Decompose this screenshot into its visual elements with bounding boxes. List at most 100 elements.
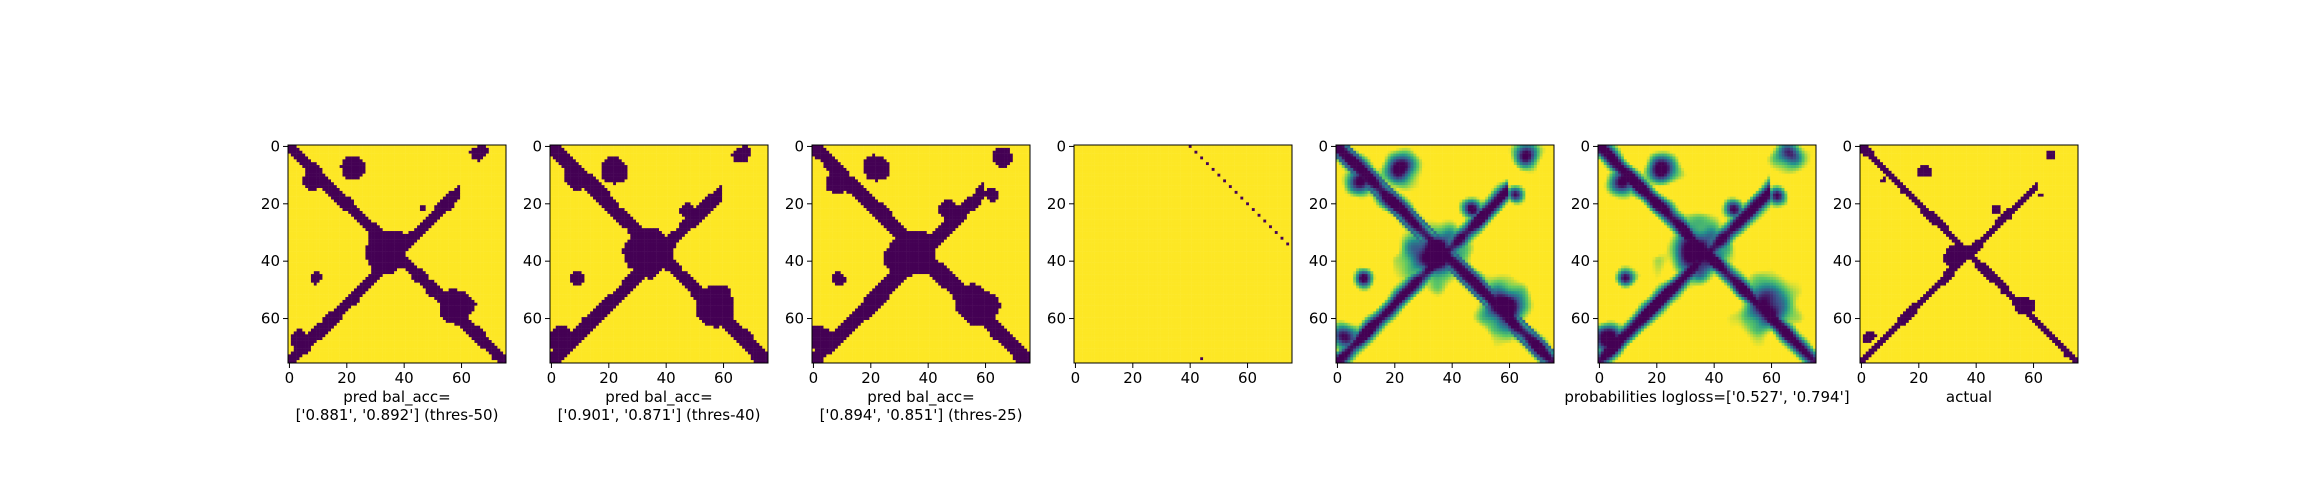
heatmap-cell (333, 213, 338, 217)
heatmap-cell (408, 233, 412, 238)
heatmap-cell (457, 159, 461, 163)
heatmap-cell (405, 245, 409, 249)
heatmap-cell (319, 145, 323, 149)
heatmap-cell (362, 276, 366, 281)
heatmap-cell (316, 325, 320, 329)
heatmap-cell (391, 248, 395, 252)
heatmap-cell (368, 271, 372, 275)
heatmap-cell (325, 325, 329, 329)
heatmap-cell (331, 188, 335, 192)
heatmap-cell (391, 202, 395, 206)
heatmap-cell (491, 216, 495, 220)
heatmap-cell (419, 222, 424, 226)
heatmap-cell (465, 173, 469, 177)
heatmap-cell (331, 288, 335, 292)
heatmap-cell (371, 182, 375, 186)
heatmap-cell (333, 228, 338, 232)
heatmap-cell (442, 282, 447, 286)
heatmap-cell (414, 233, 418, 238)
heatmap-cell (494, 199, 498, 203)
heatmap-cell (397, 317, 401, 321)
heatmap-cell (331, 239, 335, 243)
heatmap-cell (431, 182, 435, 186)
heatmap-cell (417, 190, 421, 195)
heatmap-cell (319, 251, 323, 255)
heatmap-cell (371, 233, 375, 238)
heatmap-cell (371, 188, 375, 192)
heatmap-cell (425, 176, 429, 180)
heatmap-cell (331, 208, 335, 212)
heatmap-cell (371, 213, 375, 217)
heatmap-cell (451, 225, 455, 229)
heatmap-cell (411, 185, 415, 189)
heatmap-cell (445, 297, 449, 301)
heatmap-cell (385, 188, 389, 192)
heatmap-cell (313, 299, 317, 304)
heatmap-cell (325, 314, 329, 318)
heatmap-cell (293, 231, 297, 235)
heatmap-cell (445, 314, 449, 318)
heatmap-cell (336, 196, 340, 200)
heatmap-cell (310, 188, 315, 192)
heatmap-cell (305, 210, 309, 215)
heatmap-cell (339, 145, 343, 149)
heatmap-cell (356, 291, 360, 295)
heatmap-cell (394, 274, 398, 278)
heatmap-cell (465, 317, 469, 321)
heatmap-cell (362, 162, 366, 166)
heatmap-cell (388, 268, 392, 272)
heatmap-cell (348, 196, 352, 200)
heatmap-cell (503, 319, 507, 324)
heatmap-cell (500, 276, 504, 281)
heatmap-cell (319, 205, 323, 209)
heatmap-cell (397, 325, 401, 329)
heatmap-cell (402, 179, 406, 183)
heatmap-cell (399, 228, 403, 232)
heatmap-cell (348, 236, 352, 240)
heatmap-cell (448, 285, 452, 289)
heatmap-cell (411, 299, 415, 304)
heatmap-cell (325, 317, 329, 321)
heatmap-cell (497, 173, 501, 177)
heatmap-cell (316, 170, 320, 174)
heatmap-cell (308, 288, 312, 292)
heatmap-cell (483, 179, 487, 183)
heatmap-cell (462, 199, 467, 203)
heatmap-cell (397, 288, 401, 292)
heatmap-cell (296, 176, 300, 180)
heatmap-cell (440, 317, 444, 321)
heatmap-cell (316, 236, 320, 240)
heatmap-cell (500, 288, 504, 292)
heatmap-cell (454, 236, 458, 240)
heatmap-cell (457, 202, 461, 206)
heatmap-cell (322, 236, 326, 240)
heatmap-cell (385, 288, 389, 292)
heatmap-cell (414, 182, 418, 186)
heatmap-cell (394, 165, 398, 169)
heatmap-cell (434, 167, 438, 172)
heatmap-cell (296, 317, 300, 321)
heatmap-cell (411, 248, 415, 252)
heatmap-cell (445, 291, 449, 295)
heatmap-cell (474, 165, 478, 169)
heatmap-cell (319, 185, 323, 189)
heatmap-cell (351, 159, 355, 163)
heatmap-cell (288, 162, 292, 166)
heatmap-cell (322, 314, 326, 318)
heatmap-cell (471, 282, 475, 286)
heatmap-cell (388, 182, 392, 186)
heatmap-cell (316, 231, 320, 235)
heatmap-cell (445, 222, 449, 226)
heatmap-cell (348, 276, 352, 281)
heatmap-cell (316, 216, 320, 220)
heatmap-cell (399, 282, 403, 286)
heatmap-cell (356, 248, 360, 252)
heatmap-cell (405, 265, 409, 269)
heatmap-cell (293, 299, 297, 304)
heatmap-cell (305, 202, 309, 206)
heatmap-cell (494, 262, 498, 266)
heatmap-cell (468, 199, 472, 203)
heatmap-cell (405, 254, 409, 258)
heatmap-cell (399, 299, 403, 304)
heatmap-cell (376, 225, 381, 229)
